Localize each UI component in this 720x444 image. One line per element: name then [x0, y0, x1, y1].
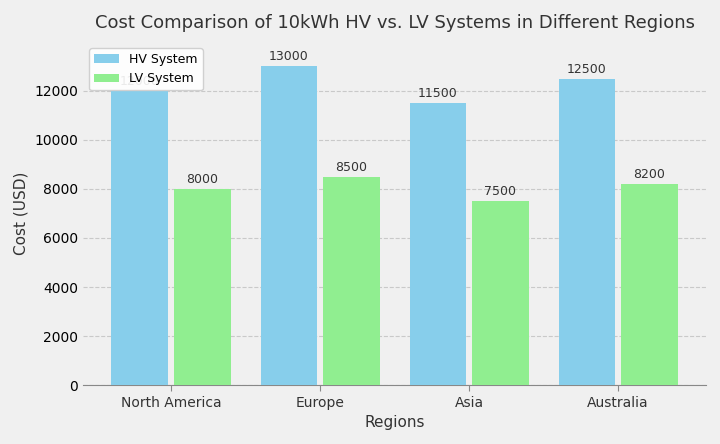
Bar	[559, 79, 615, 385]
X-axis label: Regions: Regions	[364, 415, 425, 430]
Bar	[112, 91, 168, 385]
Text: 13000: 13000	[269, 50, 309, 63]
Text: 8500: 8500	[336, 161, 367, 174]
Bar	[323, 177, 379, 385]
Text: 7500: 7500	[485, 185, 516, 198]
Text: 11500: 11500	[418, 87, 458, 100]
Text: 12500: 12500	[567, 63, 607, 75]
Bar	[472, 201, 528, 385]
Text: 8000: 8000	[186, 173, 218, 186]
Bar	[261, 66, 317, 385]
Text: 8200: 8200	[634, 168, 665, 181]
Bar	[174, 189, 230, 385]
Title: Cost Comparison of 10kWh HV vs. LV Systems in Different Regions: Cost Comparison of 10kWh HV vs. LV Syste…	[94, 14, 695, 32]
Legend: HV System, LV System: HV System, LV System	[89, 48, 203, 90]
Bar	[621, 184, 678, 385]
Bar	[410, 103, 466, 385]
Y-axis label: Cost (USD): Cost (USD)	[14, 172, 29, 255]
Text: 12000: 12000	[120, 75, 160, 88]
